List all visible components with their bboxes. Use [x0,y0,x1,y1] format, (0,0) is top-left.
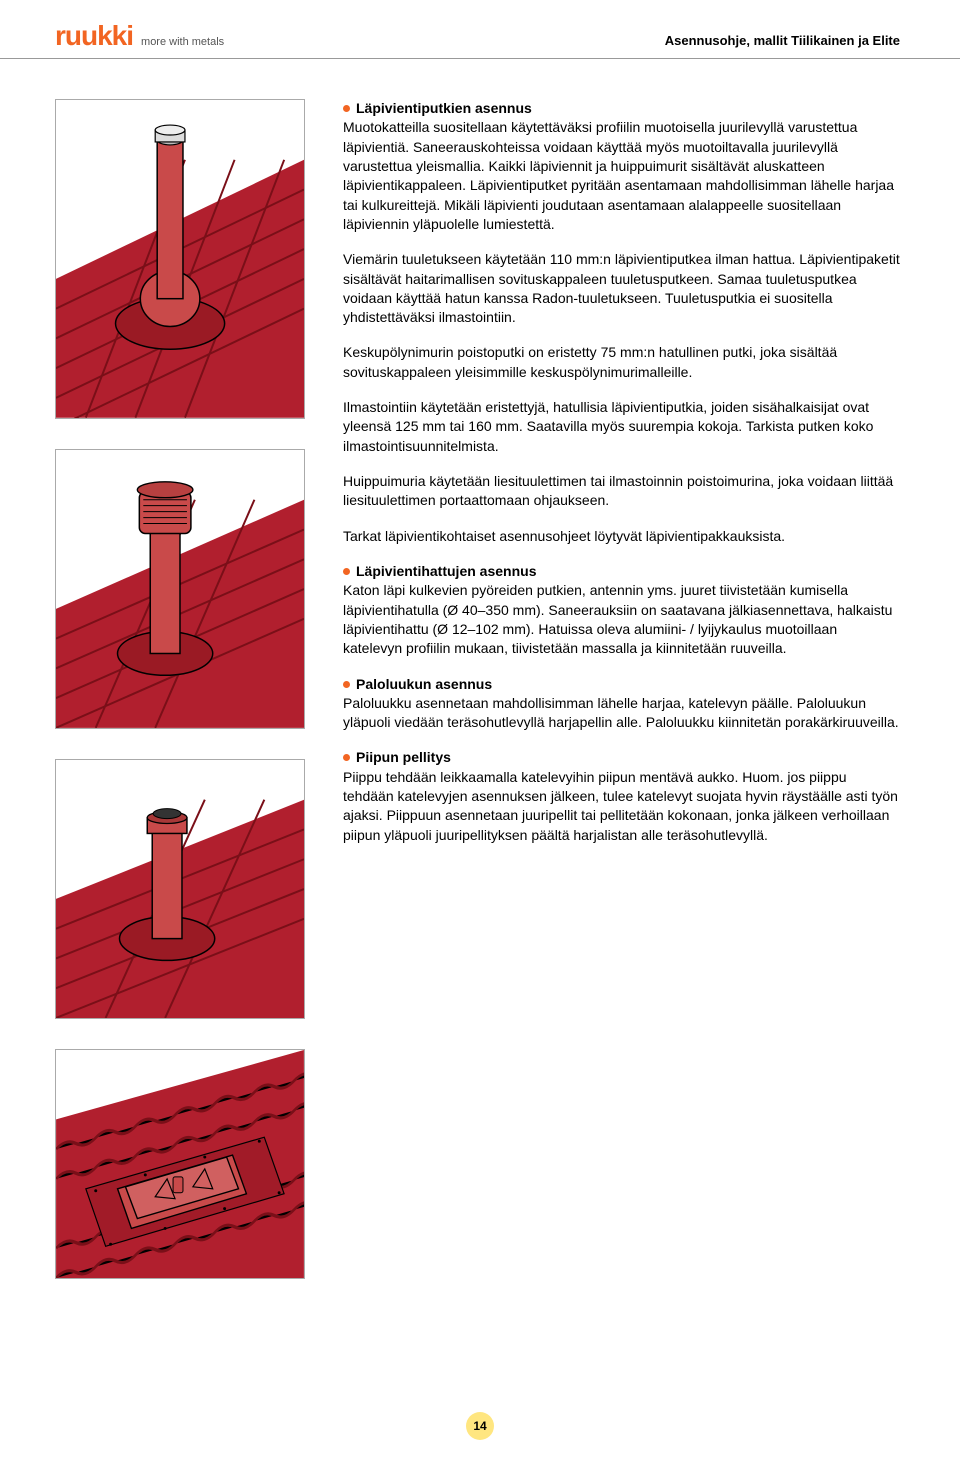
bullet-icon [343,754,350,761]
brand-block: ruukki more with metals [55,22,224,50]
section-lapivientihattujen: Läpivientihattujen asennus Katon läpi ku… [343,562,900,659]
figure-fire-hatch [55,1049,305,1279]
bullet-icon [343,105,350,112]
section-title: Piipun pellitys [356,749,451,765]
page-content: Läpivientiputkien asennus Muotokatteilla… [0,99,960,845]
text-column: Läpivientiputkien asennus Muotokatteilla… [343,99,900,845]
page-number-text: 14 [473,1419,486,1433]
document-title: Asennusohje, mallit Tiilikainen ja Elite [665,33,900,50]
section-title: Läpivientihattujen asennus [356,563,536,579]
brand-tagline: more with metals [141,36,224,50]
body-paragraph: Keskupölynimurin poistoputki on eristett… [343,343,900,382]
body-paragraph: Paloluukku asennetaan mahdollisimman läh… [343,695,899,730]
section-piipun: Piipun pellitys Piippu tehdään leikkaama… [343,748,900,845]
body-paragraph: Viemärin tuuletukseen käytetään 110 mm:n… [343,250,900,327]
body-paragraph: Piippu tehdään leikkaamalla katelevyihin… [343,769,898,843]
body-paragraph: Tarkat läpivientikohtaiset asennusohjeet… [343,527,900,546]
section-title: Paloluukun asennus [356,676,492,692]
body-paragraph: Huippuimuria käytetään liesituulettimen … [343,472,900,511]
figure-vent-pipe-short [55,759,305,1019]
page-number: 14 [466,1412,494,1440]
page-header: ruukki more with metals Asennusohje, mal… [0,0,960,59]
illustration-column [55,99,305,1309]
body-paragraph: Muotokatteilla suositellaan käytettäväks… [343,119,894,232]
section-title: Läpivientiputkien asennus [356,100,532,116]
body-paragraph: Katon läpi kulkevien pyöreiden putkien, … [343,582,892,656]
section-lapivientiputkien: Läpivientiputkien asennus Muotokatteilla… [343,99,900,546]
brand-logo: ruukki [55,22,133,50]
section-paloluukun: Paloluukun asennus Paloluukku asennetaan… [343,675,900,733]
body-paragraph: Ilmastointiin käytetään eristettyjä, hat… [343,398,900,456]
bullet-icon [343,681,350,688]
figure-vent-pipe-with-cap [55,449,305,729]
figure-vent-pipe-no-cap [55,99,305,419]
bullet-icon [343,568,350,575]
